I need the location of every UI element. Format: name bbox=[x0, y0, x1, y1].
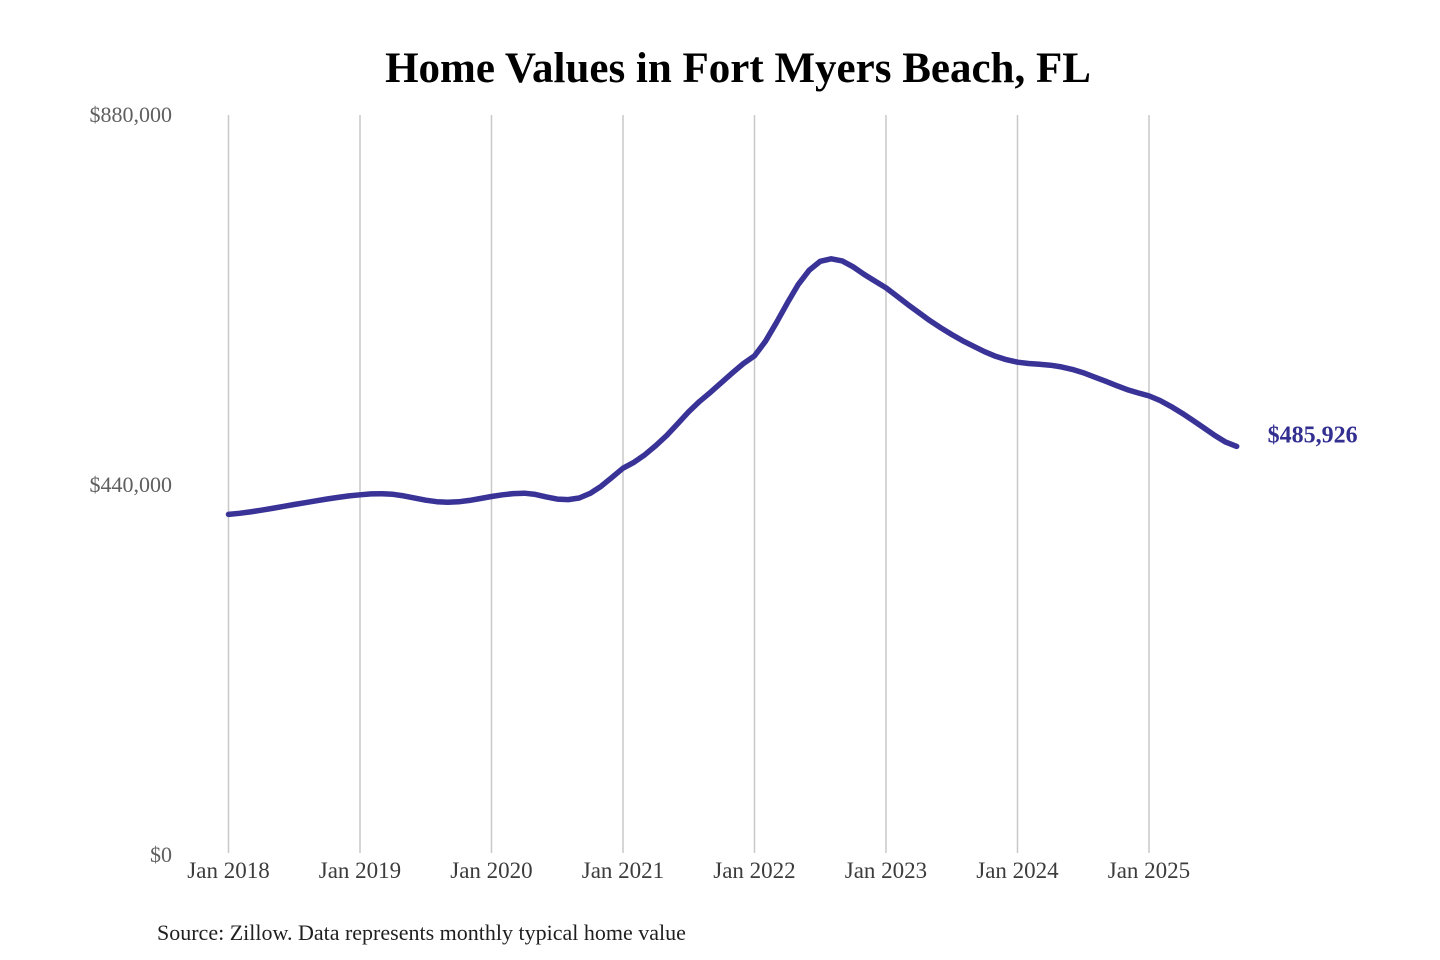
x-axis-tick-label: Jan 2018 bbox=[187, 858, 270, 883]
x-axis-tick-label: Jan 2021 bbox=[581, 858, 665, 883]
x-axis-tick-label: Jan 2025 bbox=[1107, 858, 1191, 883]
home-value-line bbox=[225, 256, 1240, 518]
y-axis-tick-label: $0 bbox=[150, 842, 172, 867]
y-axis-tick-label: $440,000 bbox=[89, 472, 173, 497]
y-axis-tick-label: $880,000 bbox=[89, 102, 173, 127]
x-axis-tick-label: Jan 2024 bbox=[976, 858, 1059, 883]
end-value-label: $485,926 bbox=[1267, 422, 1358, 449]
chart-title: Home Values in Fort Myers Beach, FL bbox=[385, 45, 1091, 92]
gridlines bbox=[227, 115, 1150, 853]
source-note: Source: Zillow. Data represents monthly … bbox=[157, 920, 686, 945]
x-axis-tick-label: Jan 2023 bbox=[844, 858, 928, 883]
x-axis-tick-label: Jan 2020 bbox=[450, 858, 533, 883]
x-axis-tick-label: Jan 2019 bbox=[318, 858, 402, 883]
x-axis-tick-label: Jan 2022 bbox=[713, 858, 796, 883]
